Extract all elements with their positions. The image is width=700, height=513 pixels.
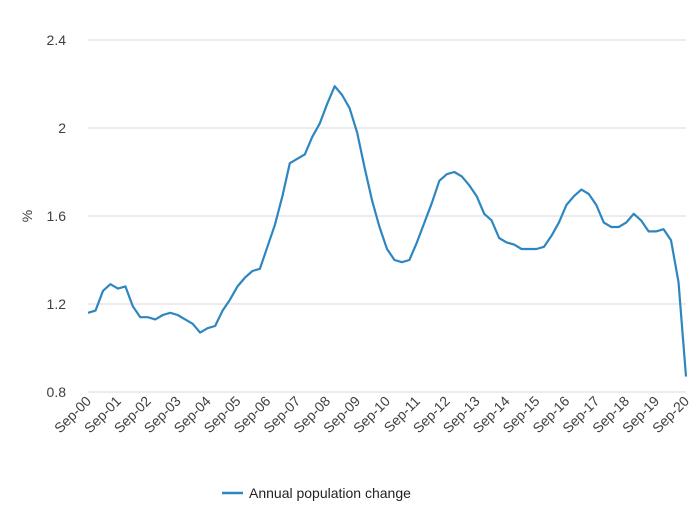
y-axis-tick-labels: 0.8 1.2 1.6 2 2.4	[47, 32, 67, 400]
y-tick-label: 1.2	[47, 296, 67, 312]
y-tick-label: 2.4	[47, 32, 67, 48]
legend-label: Annual population change	[249, 485, 411, 501]
gridlines	[88, 39, 686, 393]
y-tick-label: 0.8	[47, 384, 67, 400]
y-tick-label: 1.6	[47, 208, 67, 224]
y-tick-label: 2	[58, 120, 66, 136]
series-group	[87, 85, 688, 377]
series-line-annual-population-change	[87, 85, 688, 377]
y-axis-label: %	[19, 210, 35, 222]
legend: Annual population change	[222, 485, 411, 501]
x-axis-tick-labels: Sep-00Sep-01Sep-02Sep-03Sep-04Sep-05Sep-…	[51, 393, 692, 436]
